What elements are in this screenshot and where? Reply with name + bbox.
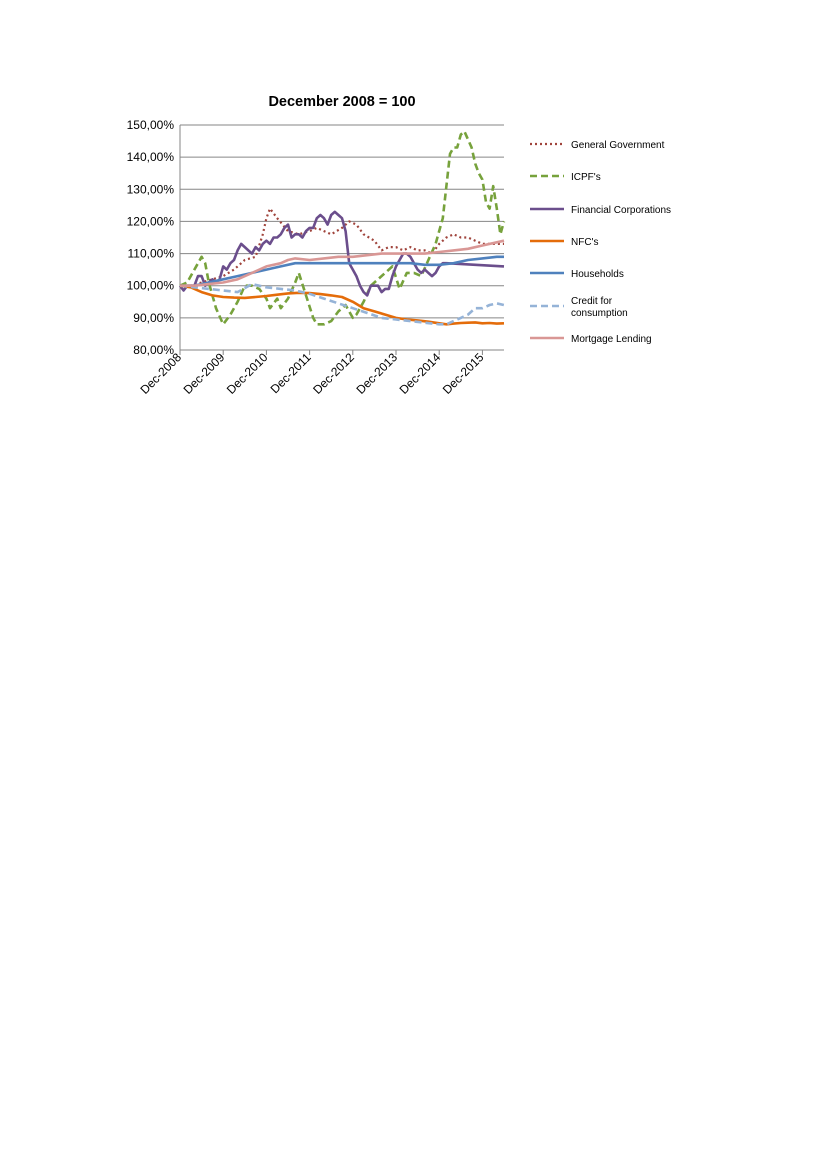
y-tick-label: 140,00% xyxy=(127,150,175,164)
series-line-nfc-s xyxy=(179,284,505,326)
series-line-general-government xyxy=(180,207,504,287)
series-lines xyxy=(178,130,506,326)
x-tick-label: Dec-2011 xyxy=(268,350,314,396)
x-axis-ticks: Dec-2008Dec-2009Dec-2010Dec-2011Dec-2012… xyxy=(137,350,486,397)
legend-label: General Government xyxy=(571,140,665,151)
legend-label: Mortgage Lending xyxy=(571,334,652,345)
series-line-households xyxy=(180,255,504,287)
series-line-credit-for-consumption xyxy=(179,282,505,326)
series-line-icpf-s xyxy=(179,130,506,326)
x-tick-label: Dec-2012 xyxy=(310,350,357,397)
y-tick-label: 110,00% xyxy=(128,247,175,261)
x-tick-label: Dec-2015 xyxy=(440,350,487,397)
x-tick-label: Dec-2010 xyxy=(224,350,271,397)
x-tick-label: Dec-2009 xyxy=(181,350,228,397)
y-axis-ticks: 150,00% 140,00% 130,00% 120,00% 110,00% 100,0… xyxy=(127,118,175,357)
y-tick-label: 120,00% xyxy=(127,214,175,228)
chart-title: December 2008 = 100 xyxy=(268,94,415,110)
x-tick-label: Dec-2014 xyxy=(397,350,444,397)
y-tick-label: 80,00% xyxy=(133,343,174,357)
legend-label: Financial Corporations xyxy=(571,205,671,216)
x-tick-label: Dec-2013 xyxy=(353,350,400,397)
legend: General Government ICPF's Financial Corpor… xyxy=(530,140,671,345)
y-tick-label: 90,00% xyxy=(133,311,174,325)
gridlines xyxy=(180,124,504,319)
y-tick-label: 150,00% xyxy=(127,118,175,132)
y-tick-label: 100,00% xyxy=(127,279,175,293)
axes xyxy=(179,125,504,351)
series-line-mortgage-lending xyxy=(180,239,505,287)
y-tick-label: 130,00% xyxy=(127,182,175,196)
legend-label: Credit for consumption xyxy=(571,296,628,319)
legend-label: Households xyxy=(571,269,624,280)
legend-label: NFC's xyxy=(571,237,598,248)
legend-label: ICPF's xyxy=(571,172,601,183)
x-tick-label: Dec-2008 xyxy=(137,350,184,397)
